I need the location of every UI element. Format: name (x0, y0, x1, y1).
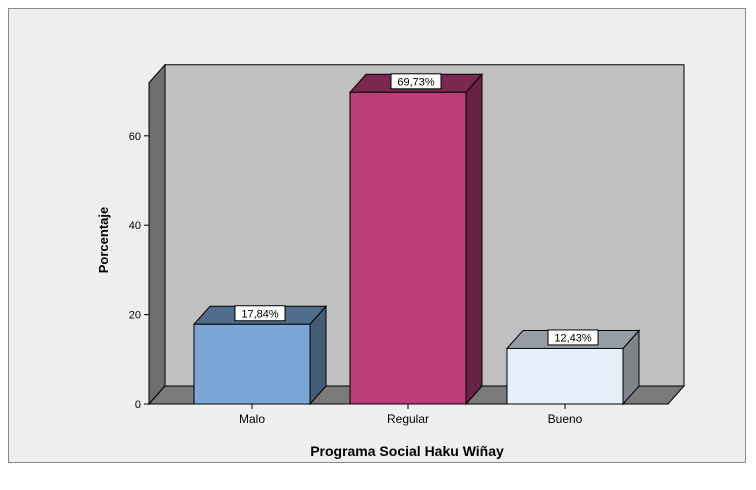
data-label: 17,84% (241, 308, 279, 320)
bar: 69,73% (348, 72, 484, 406)
y-axis-title: Porcentaje (96, 207, 111, 273)
y-tick-label: 40 (129, 220, 141, 232)
bar: 12,43% (505, 329, 641, 406)
x-tick-label: Bueno (548, 412, 583, 426)
data-label: 12,43% (554, 332, 592, 344)
bar: 17,84% (192, 304, 328, 406)
data-label-box (390, 73, 442, 90)
y-tick-label: 20 (129, 310, 141, 322)
x-axis: Malo Regular Bueno (149, 403, 668, 426)
y-tick-label: 60 (129, 131, 141, 143)
y-tick-label: 0 (135, 399, 141, 411)
bar-front (506, 347, 624, 405)
x-axis-title: Programa Social Haku Wiñay (310, 443, 504, 459)
y-axis: 0 20 40 60 (129, 82, 150, 411)
data-label: 69,73% (397, 76, 435, 88)
x-tick-label: Malo (239, 412, 265, 426)
bar-front (193, 323, 311, 405)
bars: 17,84% 69,73% 12,43% (192, 72, 641, 406)
data-label-box (547, 329, 599, 346)
x-tick-label: Regular (387, 412, 429, 426)
bar-front (349, 91, 467, 405)
data-label-box (234, 305, 286, 322)
bar-side (465, 72, 483, 406)
side-wall (148, 63, 166, 406)
